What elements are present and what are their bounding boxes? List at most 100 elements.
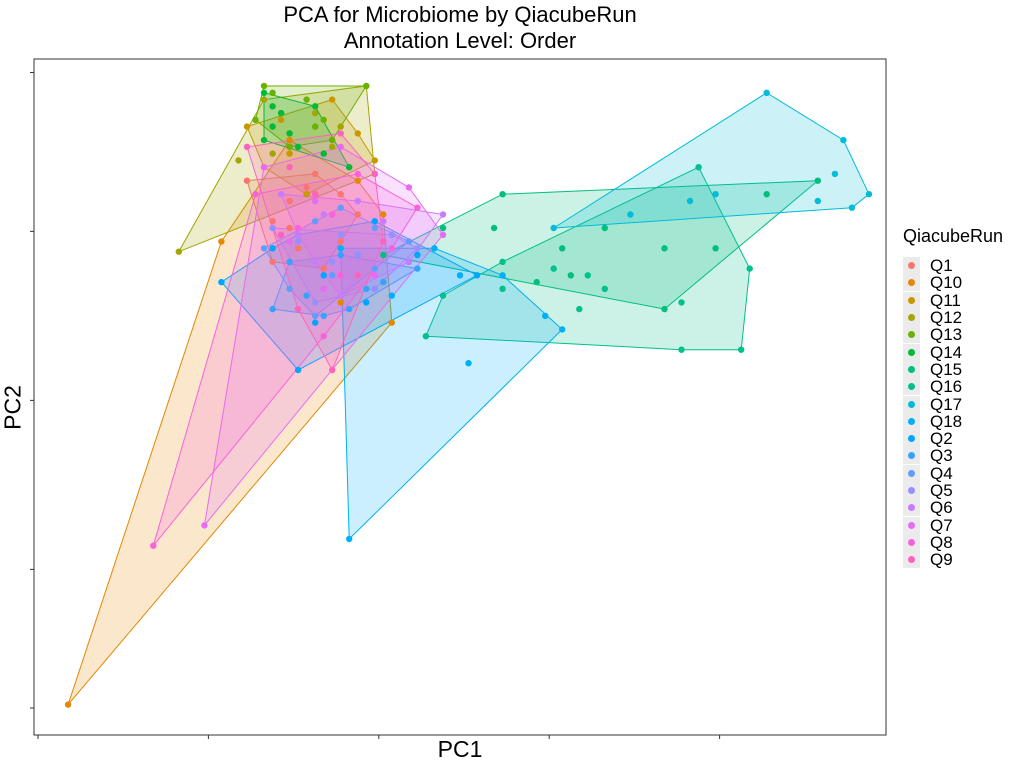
point-q4-6 (312, 312, 319, 320)
point-q6-8 (294, 231, 302, 238)
point-q1-2 (286, 197, 293, 205)
point-q12-0 (175, 248, 182, 255)
point-q15-4 (533, 278, 540, 286)
legend-label-q15: Q15 (930, 359, 963, 379)
hull-q17 (553, 92, 870, 229)
point-q5-8 (354, 251, 361, 259)
point-q3-1 (286, 258, 293, 265)
point-q15-6 (601, 224, 608, 232)
point-q5-4 (414, 245, 421, 252)
legend-label-q16: Q16 (930, 377, 963, 397)
point-q16-4 (550, 265, 557, 272)
point-q9-3 (371, 170, 378, 178)
point-q2-4 (414, 251, 421, 259)
legend-label-q6: Q6 (930, 498, 953, 518)
point-q10-1 (218, 238, 225, 245)
legend-key-q16 (903, 378, 920, 396)
point-q7-6 (320, 285, 327, 292)
legend-items: Q1 Q10 Q11 Q12 Q13 Q14 Q15 Q16 Q17 Q18 Q2 Q3 Q4 Q5 Q6 Q… (903, 257, 1003, 570)
point-q2-0 (218, 278, 225, 286)
legend-key-q7 (903, 516, 920, 534)
point-q10-6 (388, 319, 395, 326)
point-q9-6 (329, 366, 336, 374)
legend-item-q4: Q4 (903, 463, 1003, 483)
point-q1-5 (354, 211, 361, 218)
legend-label-q12: Q12 (930, 308, 963, 328)
legend-label-q5: Q5 (930, 481, 953, 500)
point-q15-12 (567, 272, 574, 279)
legend-label-q10: Q10 (930, 273, 963, 293)
point-q9-2 (337, 130, 344, 137)
point-q16-5 (576, 305, 583, 313)
point-q16-0 (439, 292, 447, 299)
point-q16-8 (738, 346, 745, 353)
point-q13-3 (303, 96, 310, 103)
legend-key-q13 (903, 326, 920, 344)
legend-key-q5 (903, 482, 920, 499)
legend-label-q7: Q7 (930, 515, 953, 535)
legend-item-q18: Q18 (903, 412, 1003, 430)
point-q13-2 (363, 82, 370, 90)
legend-label-q4: Q4 (930, 463, 953, 483)
legend-dot-q17 (908, 400, 915, 408)
point-q15-5 (661, 245, 668, 252)
legend-item-q16: Q16 (903, 377, 1003, 397)
point-q18-5 (559, 326, 566, 333)
point-q18-4 (542, 312, 549, 320)
point-q10-7 (337, 299, 344, 306)
legend-label-q11: Q11 (930, 290, 961, 310)
legend-dot-q6 (908, 504, 915, 512)
point-q17-7 (550, 224, 557, 232)
point-q9-1 (286, 164, 293, 171)
point-q15-3 (490, 224, 498, 232)
point-q17-0 (763, 89, 770, 97)
point-q15-10 (661, 305, 668, 313)
point-q3-2 (337, 251, 344, 259)
x-axis-label: PC1 (437, 736, 483, 762)
legend-dot-q12 (908, 314, 915, 322)
point-q18-2 (431, 245, 438, 252)
point-q4-8 (329, 272, 336, 279)
point-q13-4 (252, 116, 259, 124)
point-q17-5 (686, 197, 694, 205)
tick-layer (30, 72, 721, 739)
legend-key-q6 (903, 499, 920, 517)
legend-label-q9: Q9 (930, 550, 953, 570)
point-q17-3 (865, 191, 873, 198)
point-q6-1 (320, 211, 327, 218)
legend-item-q13: Q13 (903, 326, 1003, 344)
point-q17-6 (627, 211, 634, 218)
legend-key-q11 (903, 291, 920, 309)
point-q9-7 (294, 305, 302, 313)
point-q14-2 (260, 136, 268, 144)
point-q4-3 (371, 224, 378, 232)
point-q14-7 (294, 143, 302, 151)
point-q18-7 (346, 535, 353, 543)
legend-item-q17: Q17 (903, 395, 1003, 413)
point-q4-4 (405, 238, 413, 245)
point-q3-3 (380, 278, 387, 286)
legend-item-q12: Q12 (903, 308, 1003, 328)
legend-dot-q13 (908, 331, 915, 339)
point-q13-5 (312, 123, 319, 130)
legend-item-q2: Q2 (903, 430, 1003, 448)
point-q16-2 (422, 333, 430, 340)
hull-q6 (280, 193, 444, 297)
point-q5-1 (294, 238, 302, 245)
point-q8-6 (320, 333, 327, 340)
point-q7-4 (439, 231, 447, 238)
point-q6-2 (354, 197, 361, 205)
point-q8-3 (414, 204, 421, 211)
point-q16-10 (584, 272, 591, 279)
point-q16-1 (499, 285, 506, 292)
legend-dot-q16 (908, 383, 915, 391)
point-q7-2 (337, 143, 344, 151)
point-q15-7 (712, 245, 719, 252)
point-q8-7 (294, 224, 302, 232)
plot-panel (33, 58, 887, 736)
point-q14-4 (312, 103, 319, 110)
point-q2-5 (473, 272, 481, 279)
point-q16-11 (601, 285, 608, 292)
legend-key-q1 (903, 257, 920, 275)
point-q10-0 (64, 701, 72, 708)
